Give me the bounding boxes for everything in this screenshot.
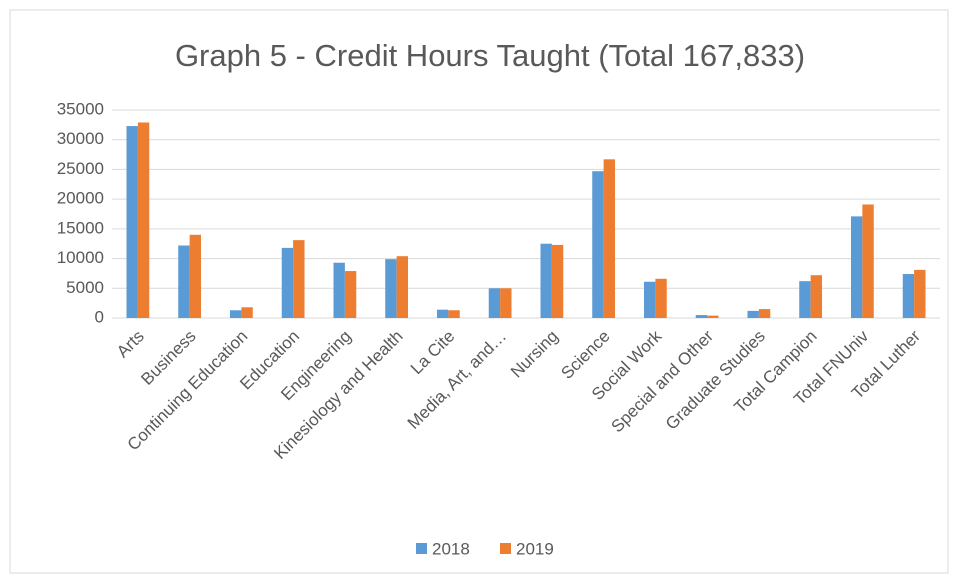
bar <box>333 262 345 318</box>
bar <box>747 310 759 318</box>
bar <box>137 122 150 318</box>
y-tick-label: 5000 <box>66 278 104 297</box>
bar <box>914 269 926 318</box>
y-tick-label: 35000 <box>57 99 104 118</box>
bar <box>126 126 138 318</box>
bar <box>229 310 242 318</box>
y-tick-label: 0 <box>95 307 104 326</box>
y-tick-label: 25000 <box>57 159 104 178</box>
legend-swatch <box>416 543 427 554</box>
bar <box>707 315 719 318</box>
y-tick-label: 20000 <box>57 189 104 208</box>
bar <box>500 288 512 318</box>
bar <box>810 275 823 318</box>
legend-swatch <box>500 543 511 554</box>
bar <box>551 244 564 318</box>
legend-label: 2019 <box>516 539 554 558</box>
bar <box>902 274 915 318</box>
bar <box>396 256 409 318</box>
bar <box>862 204 874 318</box>
bar <box>178 245 190 318</box>
bar <box>540 243 552 318</box>
bar <box>281 247 294 318</box>
chart-border <box>9 9 949 574</box>
bar <box>293 240 305 318</box>
bar <box>758 309 771 318</box>
bar <box>603 159 616 318</box>
bar <box>344 271 357 318</box>
y-tick-label: 30000 <box>57 129 104 148</box>
chart-title: Graph 5 - Credit Hours Taught (Total 167… <box>175 38 805 73</box>
bar <box>655 278 667 318</box>
bar <box>385 259 397 318</box>
bar <box>643 281 656 318</box>
bar <box>850 216 863 318</box>
bar <box>592 171 604 318</box>
bar <box>448 310 460 318</box>
legend-label: 2018 <box>432 539 470 558</box>
bar <box>488 288 501 318</box>
bar <box>799 281 811 318</box>
bar <box>695 315 708 318</box>
bar <box>189 234 202 318</box>
y-tick-label: 10000 <box>57 248 104 267</box>
bar <box>241 307 253 318</box>
y-tick-label: 15000 <box>57 218 104 237</box>
bar <box>436 309 449 318</box>
